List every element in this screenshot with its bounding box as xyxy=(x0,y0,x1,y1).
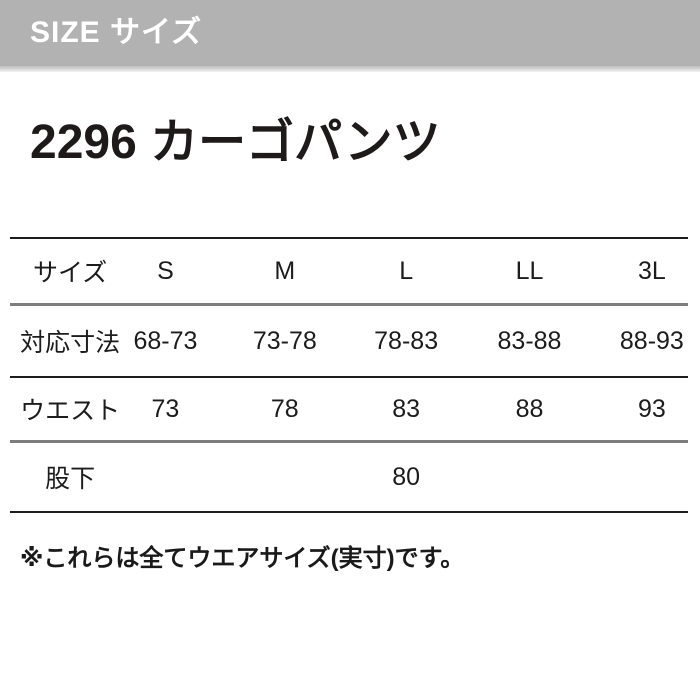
column-header-m: M xyxy=(200,238,370,306)
size-table-row-fit-range: 対応寸法 68-73 73-78 78-83 83-88 88-93 xyxy=(10,304,688,378)
table-cell: 73-78 xyxy=(200,304,370,378)
size-section-banner-label: SIZE サイズ xyxy=(30,16,203,49)
table-cell: 83 xyxy=(369,377,444,443)
table-cell xyxy=(443,441,616,513)
table-cell: 78 xyxy=(200,377,370,443)
column-header-3l: 3L xyxy=(615,238,688,306)
table-cell: 78-83 xyxy=(369,304,444,378)
column-header-l: L xyxy=(369,238,444,306)
table-cell xyxy=(615,441,688,513)
banner-bottom-edge xyxy=(0,66,700,72)
size-section-banner: SIZE サイズ xyxy=(0,0,700,66)
table-cell: 88-93 xyxy=(615,304,688,378)
table-cell xyxy=(200,441,370,513)
table-cell: 68-73 xyxy=(130,304,201,378)
table-cell: 73 xyxy=(130,377,201,443)
row-label-waist: ウエスト xyxy=(10,377,131,443)
column-header-size-label: サイズ xyxy=(10,238,131,306)
column-header-s: S xyxy=(130,238,201,306)
table-cell: 88 xyxy=(443,377,616,443)
table-cell xyxy=(130,441,201,513)
size-table: サイズ S M L LL 3L 対応寸法 68-73 73-78 78-83 8… xyxy=(10,237,688,513)
table-cell: 80 xyxy=(369,441,444,513)
size-table-row-inseam: 股下 80 xyxy=(10,441,688,513)
table-cell: 93 xyxy=(615,377,688,443)
size-table-row-waist: ウエスト 73 78 83 88 93 xyxy=(10,377,688,443)
table-cell: 83-88 xyxy=(443,304,616,378)
row-label-fit-range: 対応寸法 xyxy=(10,304,131,378)
product-title: 2296 カーゴパンツ xyxy=(30,116,441,169)
size-footnote: ※これらは全てウエアサイズ(実寸)です。 xyxy=(20,545,465,572)
row-label-inseam: 股下 xyxy=(10,441,131,513)
size-table-header-row: サイズ S M L LL 3L xyxy=(10,238,688,306)
column-header-ll: LL xyxy=(443,238,616,306)
